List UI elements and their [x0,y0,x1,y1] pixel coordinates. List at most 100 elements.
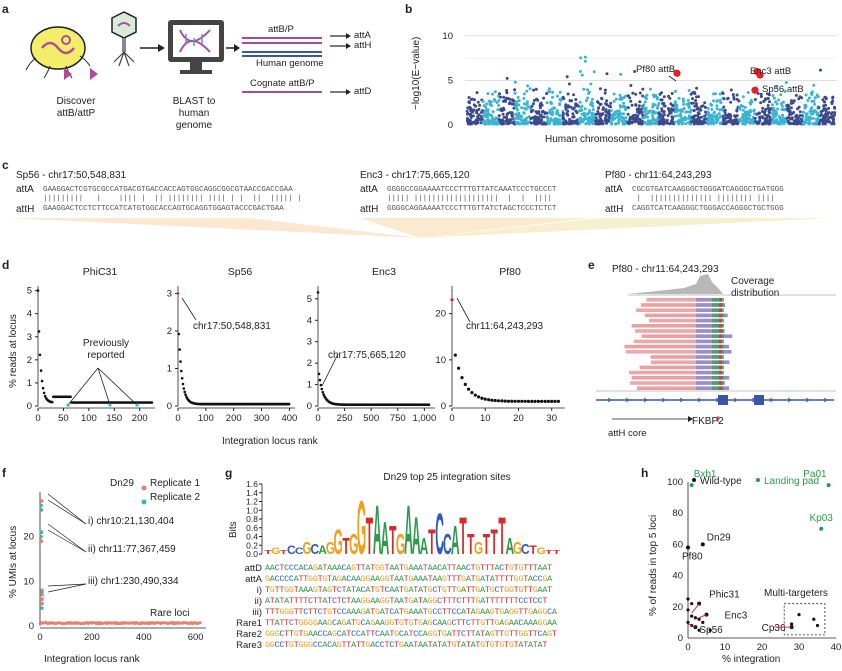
b-pointer [668,75,677,82]
b-point [590,119,594,123]
h-label-dn29: Dn29 [707,532,731,543]
b-point [476,116,480,120]
logo-letter: A [505,533,514,559]
b-point [612,92,616,96]
b-point [760,110,764,113]
b-point [643,120,647,124]
d-ytick: 5 [307,294,312,305]
b-point [781,113,784,117]
b-point [596,101,600,105]
d-ylabel: % reads at locus [8,314,19,388]
d-point [184,393,187,396]
d-title-sp56: Sp56 [227,266,253,278]
b-point [471,114,475,118]
b-point [483,114,487,118]
b-point [716,117,720,121]
b-point [552,122,556,126]
b-point [588,109,592,112]
strand-chevron [787,397,792,403]
d-point [523,399,527,403]
logo-letter: A [412,507,421,566]
b-point [781,100,785,104]
b-point [620,116,623,120]
c-attA-1: attA [16,184,34,195]
b-point [649,87,652,91]
b-point [574,103,578,106]
d-point [496,399,501,403]
b-point [641,87,645,91]
b-point [766,113,770,117]
b-point [630,103,634,107]
h-extra-point [697,628,701,632]
b-point [648,119,652,123]
b-point [489,121,493,125]
b-point [674,89,677,93]
b-point [647,110,651,114]
logo-letter: C [295,546,304,556]
d-point [41,386,45,390]
sp56-attA-seq: GAAGGACTCGTGCGCCATGACGTGACCACCAGTGGCAGGC… [43,186,293,194]
b-point [673,114,677,118]
b-point [477,113,481,117]
b-ytick: 0 [448,120,453,131]
b-point [826,111,830,115]
b-point [723,108,727,112]
panel-label-b: b [405,2,413,16]
b-point [775,102,779,106]
logo-letter: C [443,528,452,561]
d-arrow [67,367,99,406]
d-point [470,391,474,395]
b-point [569,122,573,126]
b-point [809,117,812,121]
b-point [551,110,555,114]
b-point [597,106,601,110]
read-mismatch [712,324,724,328]
f-arrow [47,493,87,525]
d-prev-point [108,403,112,407]
b-point [483,119,487,123]
read-right [696,318,721,323]
b-point [524,102,527,106]
b-point [807,96,811,100]
b-point [718,108,722,112]
b-point [776,107,780,111]
b-point [801,116,805,119]
b-point [658,92,662,96]
read-left [640,303,714,307]
read-mismatch [712,365,724,370]
b-point [521,119,525,123]
b-point [579,56,583,60]
b-point [547,87,551,91]
f-arrow [47,583,87,587]
read-left [630,381,707,385]
f-top-rep1 [40,592,44,597]
logo-letter: T [530,543,538,557]
b-point [522,96,526,100]
b-point [710,114,714,118]
d-point [493,398,497,403]
b-point [520,106,524,110]
b-point [623,106,627,110]
b-point [804,103,808,107]
h-extra-point [701,620,705,624]
d-title-phic31: PhiC31 [82,266,118,278]
b-point [586,112,590,116]
b-point [532,88,536,92]
read-left [644,313,708,318]
b-point [808,110,812,113]
b-point [653,122,657,126]
b-point [468,101,471,105]
h-ytick: 20 [672,602,683,613]
b-point [655,106,659,110]
read-mismatch-red [719,324,722,328]
h-extra-point [812,617,816,621]
b-point [491,117,495,121]
panel-label-h: h [641,466,649,480]
b-point [613,113,617,117]
b-point [601,112,605,116]
blast-label: BLAST to human genome [172,96,216,131]
d-xtick: 100 [198,413,214,424]
b-point [785,103,789,107]
d-point [553,399,557,403]
b-point [505,96,508,100]
